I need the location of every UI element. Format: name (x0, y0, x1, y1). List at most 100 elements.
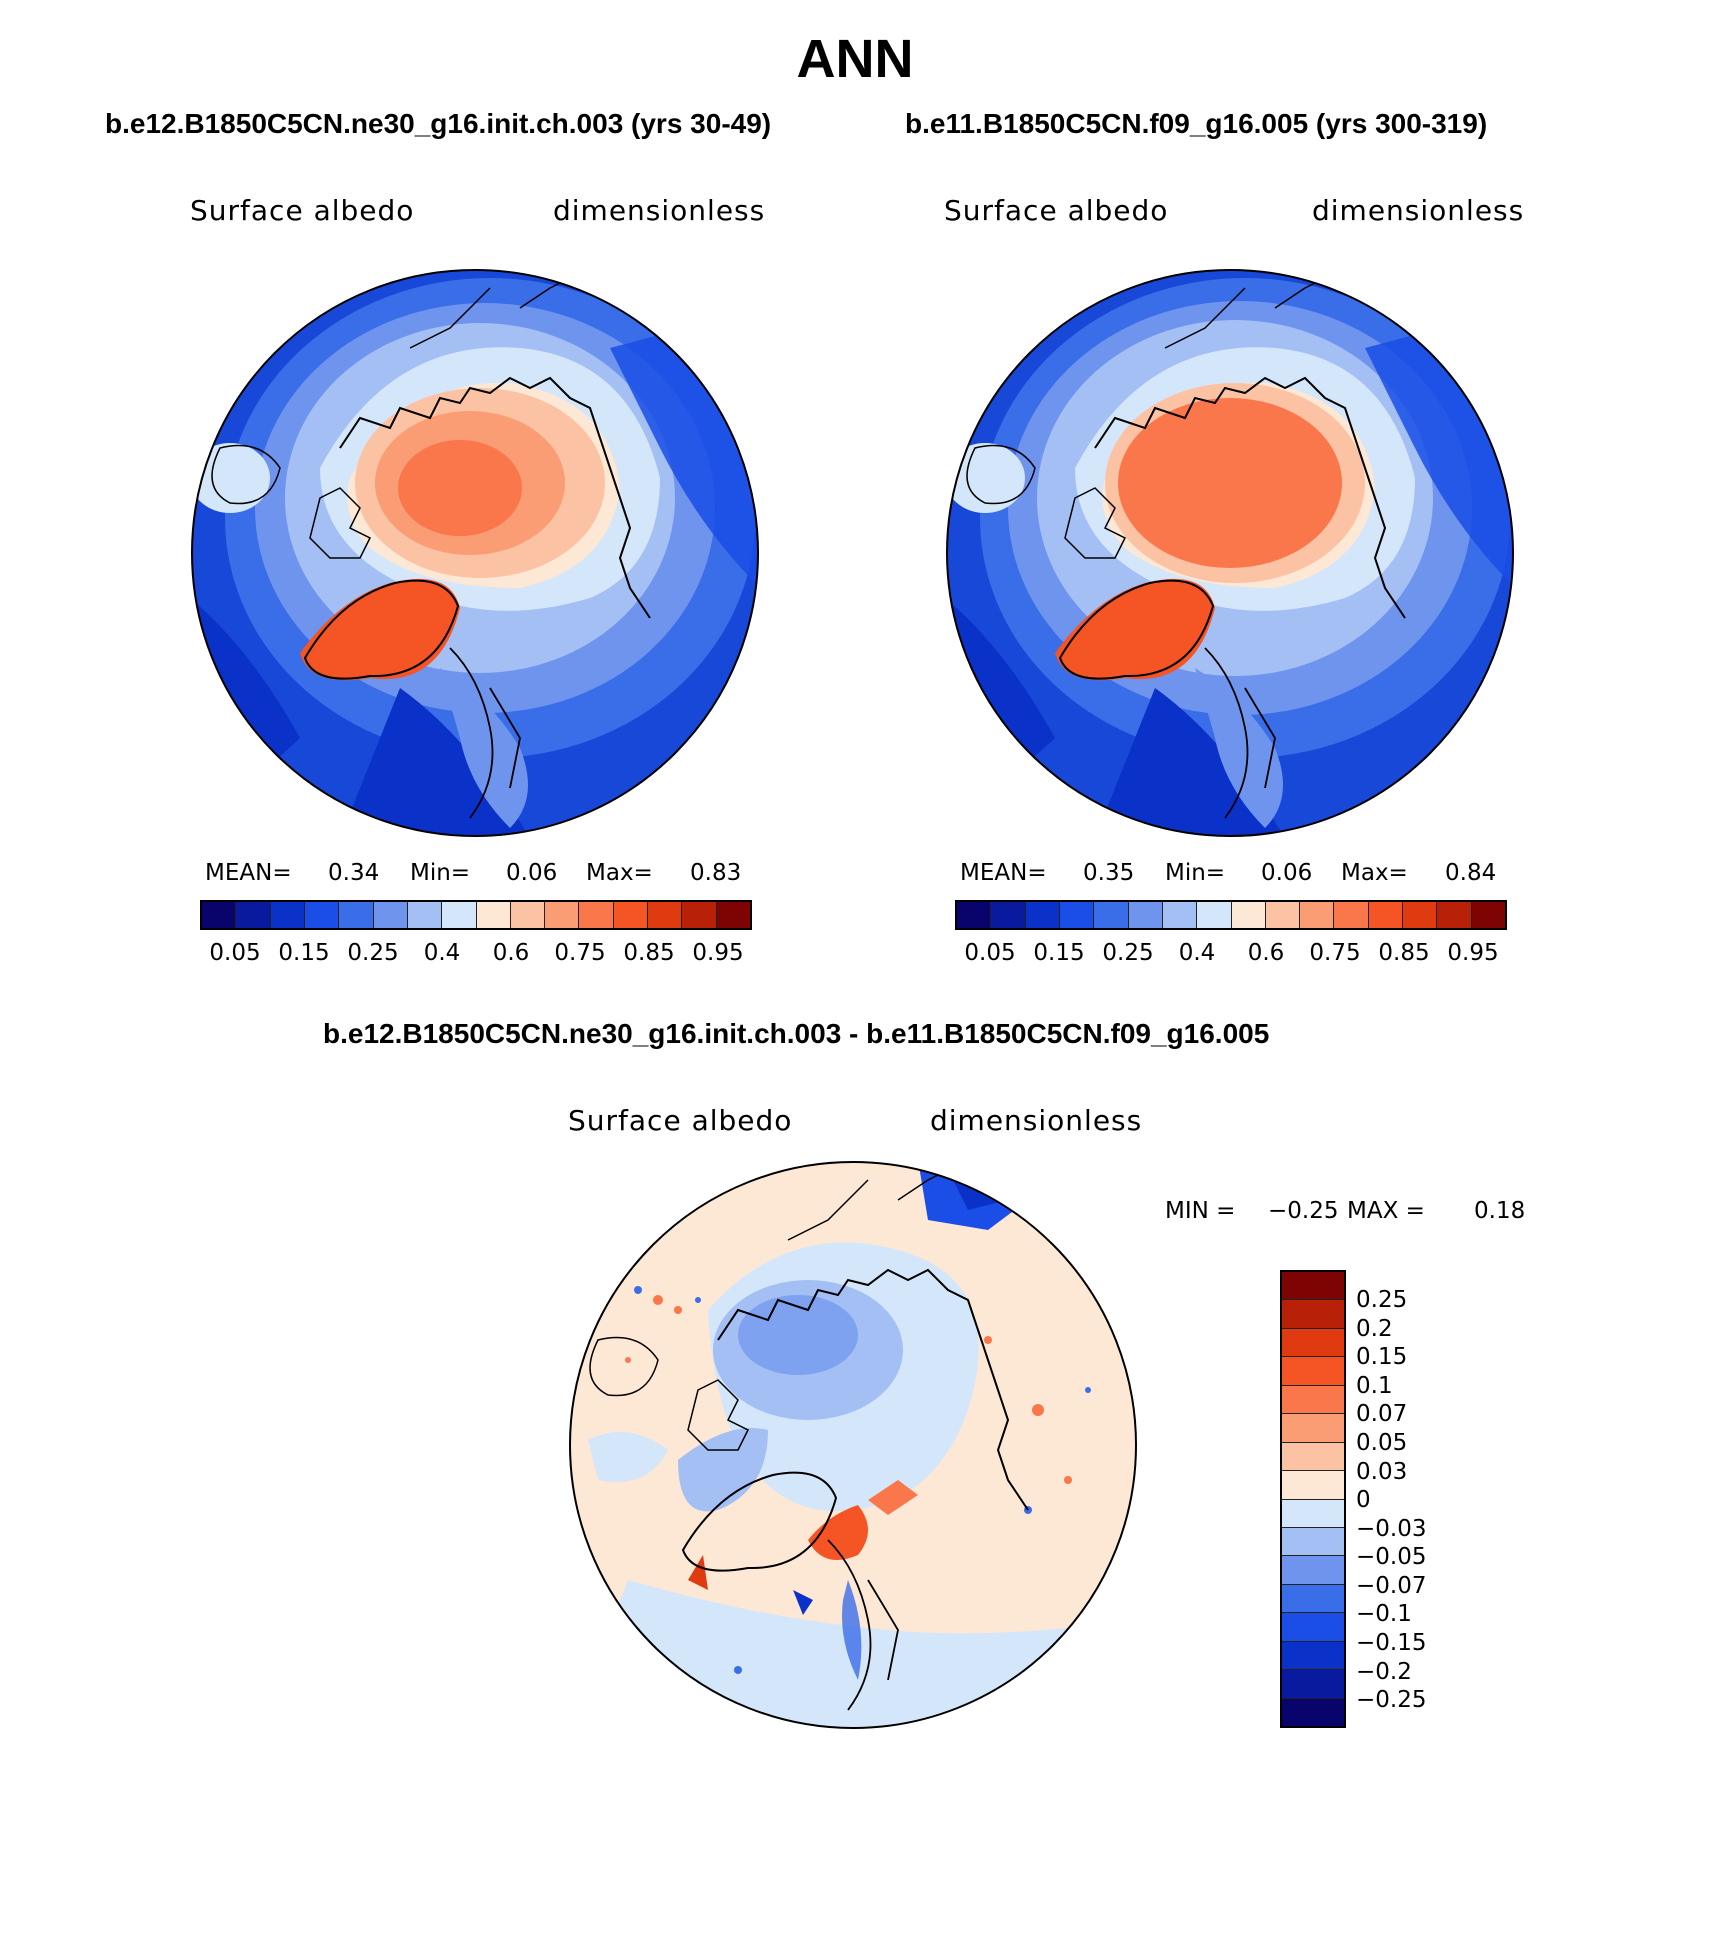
colorbar-swatch (1282, 1299, 1344, 1328)
colorbar-swatch (1282, 1470, 1344, 1499)
panel-2-polar-map (946, 269, 1514, 837)
colorbar-swatch (1282, 1272, 1344, 1300)
diff-colorbar-tick: −0.07 (1356, 1573, 1427, 1599)
panel-2-variable-label: Surface albedo (944, 194, 1169, 227)
panel-1-polar-map (191, 269, 759, 837)
diff-max-label: MAX = (1347, 1198, 1425, 1224)
panel-2-mean-label: MEAN= (960, 860, 1047, 886)
colorbar-swatch (1230, 902, 1265, 928)
panel-2-colorbar-tick: 0.85 (1378, 940, 1430, 966)
panel-2-min-label: Min= (1165, 860, 1226, 886)
diff-colorbar-tick: 0.03 (1356, 1459, 1408, 1485)
colorbar-swatch (1093, 902, 1128, 928)
panel-2-max-label: Max= (1341, 860, 1408, 886)
diff-colorbar-tick: 0.15 (1356, 1344, 1408, 1370)
panel-1-colorbar-tick: 0.95 (692, 940, 744, 966)
colorbar-swatch (1282, 1384, 1344, 1414)
panel-1-max-label: Max= (586, 860, 653, 886)
panel-2-mean-value: 0.35 (1083, 860, 1135, 886)
diff-colorbar (1280, 1270, 1346, 1728)
colorbar-swatch (202, 902, 236, 928)
diff-colorbar-tick: −0.03 (1356, 1516, 1427, 1542)
panel-1-min-value: 0.06 (506, 860, 558, 886)
colorbar-swatch (509, 902, 545, 928)
panel-2-units-label: dimensionless (1312, 194, 1525, 227)
panel-1-colorbar-tick: 0.15 (278, 940, 330, 966)
colorbar-swatch (1402, 902, 1437, 928)
colorbar-swatch (1282, 1413, 1344, 1442)
colorbar-swatch (1127, 902, 1162, 928)
panel-2-min-value: 0.06 (1261, 860, 1313, 886)
diff-colorbar-tick: 0.05 (1356, 1430, 1408, 1456)
colorbar-swatch (681, 902, 716, 928)
panel-2-colorbar-tick: 0.15 (1033, 940, 1085, 966)
diff-case-title: b.e12.B1850C5CN.ne30_g16.init.ch.003 - b… (323, 1018, 1270, 1049)
diff-colorbar-tick: 0.1 (1356, 1373, 1393, 1399)
diff-colorbar-tick: −0.1 (1356, 1601, 1412, 1627)
colorbar-swatch (372, 902, 407, 928)
panel-1-min-label: Min= (410, 860, 471, 886)
colorbar-swatch (647, 902, 682, 928)
panel-2-colorbar-tick: 0.25 (1102, 940, 1154, 966)
panel-1-colorbar-tick: 0.6 (492, 940, 530, 966)
panel-2-colorbar-tick: 0.75 (1309, 940, 1361, 966)
colorbar-swatch (1282, 1327, 1344, 1357)
colorbar-swatch (1282, 1583, 1344, 1613)
colorbar-swatch (578, 902, 613, 928)
panel-2-colorbar-tick: 0.6 (1247, 940, 1285, 966)
colorbar-swatch (1282, 1640, 1344, 1670)
colorbar-swatch (1282, 1441, 1344, 1471)
colorbar-swatch (612, 902, 648, 928)
diff-min-label: MIN = (1165, 1198, 1236, 1224)
panel-1-colorbar (200, 900, 752, 930)
panel-2-case-title: b.e11.B1850C5CN.f09_g16.005 (yrs 300-319… (905, 108, 1488, 139)
figure-title: ANN (796, 29, 914, 89)
colorbar-swatch (544, 902, 579, 928)
panel-1-colorbar-tick: 0.75 (554, 940, 606, 966)
diff-colorbar-tick: 0 (1356, 1487, 1371, 1513)
diff-units-label: dimensionless (930, 1104, 1143, 1137)
diff-max-value: 0.18 (1474, 1198, 1526, 1224)
diff-colorbar-tick: −0.25 (1356, 1687, 1427, 1713)
colorbar-swatch (1470, 902, 1505, 928)
panel-2-colorbar-tick: 0.05 (964, 940, 1016, 966)
panel-1-colorbar-tick: 0.05 (209, 940, 261, 966)
colorbar-swatch (1299, 902, 1334, 928)
colorbar-swatch (990, 902, 1025, 928)
diff-colorbar-tick: 0.2 (1356, 1316, 1393, 1342)
colorbar-swatch (1367, 902, 1403, 928)
diff-variable-label: Surface albedo (568, 1104, 793, 1137)
panel-1-case-title: b.e12.B1850C5CN.ne30_g16.init.ch.003 (yr… (105, 108, 772, 139)
panel-1-units-label: dimensionless (553, 194, 766, 227)
colorbar-swatch (235, 902, 270, 928)
diff-colorbar-tick: 0.25 (1356, 1287, 1408, 1313)
diff-colorbar-tick: −0.05 (1356, 1544, 1427, 1570)
panel-1-variable-label: Surface albedo (190, 194, 415, 227)
colorbar-swatch (1264, 902, 1300, 928)
panel-2-max-value: 0.84 (1445, 860, 1497, 886)
panel-1-colorbar-tick: 0.25 (347, 940, 399, 966)
colorbar-swatch (1058, 902, 1094, 928)
colorbar-swatch (475, 902, 510, 928)
panel-2-colorbar-tick: 0.95 (1447, 940, 1499, 966)
colorbar-swatch (1196, 902, 1231, 928)
colorbar-swatch (1282, 1498, 1344, 1527)
colorbar-swatch (406, 902, 442, 928)
diff-min-value: −0.25 (1268, 1198, 1339, 1224)
colorbar-swatch (1282, 1555, 1344, 1584)
colorbar-swatch (1436, 902, 1471, 928)
colorbar-swatch (1333, 902, 1368, 928)
panel-1-mean-value: 0.34 (328, 860, 380, 886)
colorbar-swatch (441, 902, 476, 928)
colorbar-swatch (1282, 1697, 1344, 1726)
colorbar-swatch (1024, 902, 1059, 928)
colorbar-swatch (957, 902, 991, 928)
colorbar-swatch (338, 902, 373, 928)
panel-1-colorbar-tick: 0.85 (623, 940, 675, 966)
panel-1-max-value: 0.83 (690, 860, 742, 886)
diff-colorbar-tick: −0.15 (1356, 1630, 1427, 1656)
panel-2-colorbar-tick: 0.4 (1178, 940, 1216, 966)
colorbar-swatch (1161, 902, 1197, 928)
panel-1-mean-label: MEAN= (205, 860, 292, 886)
colorbar-swatch (303, 902, 339, 928)
